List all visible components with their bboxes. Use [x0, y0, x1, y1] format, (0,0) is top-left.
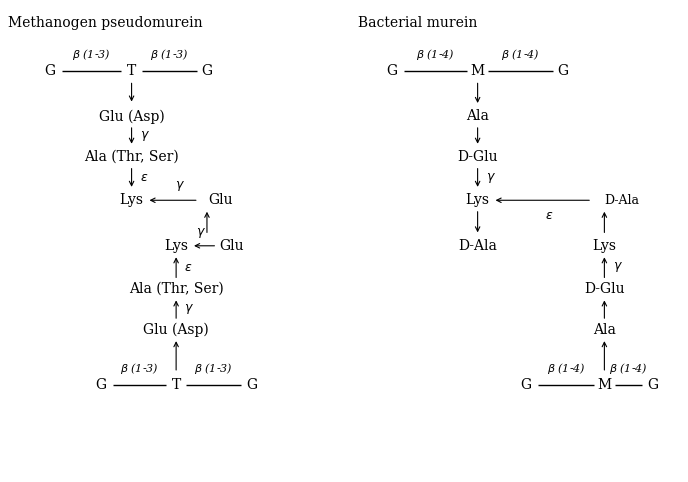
Text: $\beta$ (1-4): $\beta$ (1-4)	[609, 361, 647, 376]
Text: G: G	[246, 378, 257, 392]
Text: Bacterial murein: Bacterial murein	[358, 16, 477, 30]
Text: D-Glu: D-Glu	[458, 150, 498, 164]
Text: $\beta$ (1-4): $\beta$ (1-4)	[547, 361, 585, 376]
Text: D-Ala: D-Ala	[458, 239, 497, 253]
Text: M: M	[471, 64, 484, 78]
Text: $\varepsilon$: $\varepsilon$	[184, 261, 193, 274]
Text: G: G	[95, 378, 107, 392]
Text: $\gamma$: $\gamma$	[140, 129, 150, 143]
Text: Ala (Thr, Ser): Ala (Thr, Ser)	[129, 282, 224, 296]
Text: T: T	[171, 378, 181, 392]
Text: G: G	[387, 64, 398, 78]
Text: $\gamma$: $\gamma$	[196, 226, 206, 240]
Text: Lys: Lys	[120, 193, 144, 207]
Text: Glu: Glu	[208, 193, 233, 207]
Text: Glu: Glu	[219, 239, 244, 253]
Text: T: T	[127, 64, 136, 78]
Text: D-Glu: D-Glu	[584, 282, 625, 296]
Text: Ala: Ala	[466, 109, 489, 123]
Text: $\beta$ (1-3): $\beta$ (1-3)	[72, 47, 111, 62]
Text: $\gamma$: $\gamma$	[612, 260, 623, 274]
Text: Ala (Thr, Ser): Ala (Thr, Ser)	[84, 150, 179, 164]
Text: Lys: Lys	[466, 193, 490, 207]
Text: G: G	[44, 64, 55, 78]
Text: $\beta$ (1-4): $\beta$ (1-4)	[416, 47, 455, 62]
Text: G: G	[202, 64, 213, 78]
Text: M: M	[597, 378, 612, 392]
Text: Methanogen pseudomurein: Methanogen pseudomurein	[8, 16, 203, 30]
Text: $\beta$ (1-4): $\beta$ (1-4)	[501, 47, 540, 62]
Text: $\gamma$: $\gamma$	[175, 179, 184, 193]
Text: Ala: Ala	[593, 322, 616, 336]
Text: G: G	[520, 378, 531, 392]
Text: Glu (Asp): Glu (Asp)	[98, 109, 164, 123]
Text: $\gamma$: $\gamma$	[184, 302, 194, 316]
Text: $\gamma$: $\gamma$	[486, 171, 496, 185]
Text: $\beta$ (1-3): $\beta$ (1-3)	[195, 361, 233, 376]
Text: $\varepsilon$: $\varepsilon$	[140, 171, 148, 184]
Text: Lys: Lys	[592, 239, 616, 253]
Text: $\beta$ (1-3): $\beta$ (1-3)	[150, 47, 189, 62]
Text: G: G	[558, 64, 569, 78]
Text: Glu (Asp): Glu (Asp)	[143, 322, 209, 337]
Text: $\varepsilon$: $\varepsilon$	[545, 209, 553, 222]
Text: $\beta$ (1-3): $\beta$ (1-3)	[120, 361, 159, 376]
Text: D-Ala: D-Ala	[604, 194, 639, 207]
Text: G: G	[647, 378, 658, 392]
Text: Lys: Lys	[164, 239, 188, 253]
